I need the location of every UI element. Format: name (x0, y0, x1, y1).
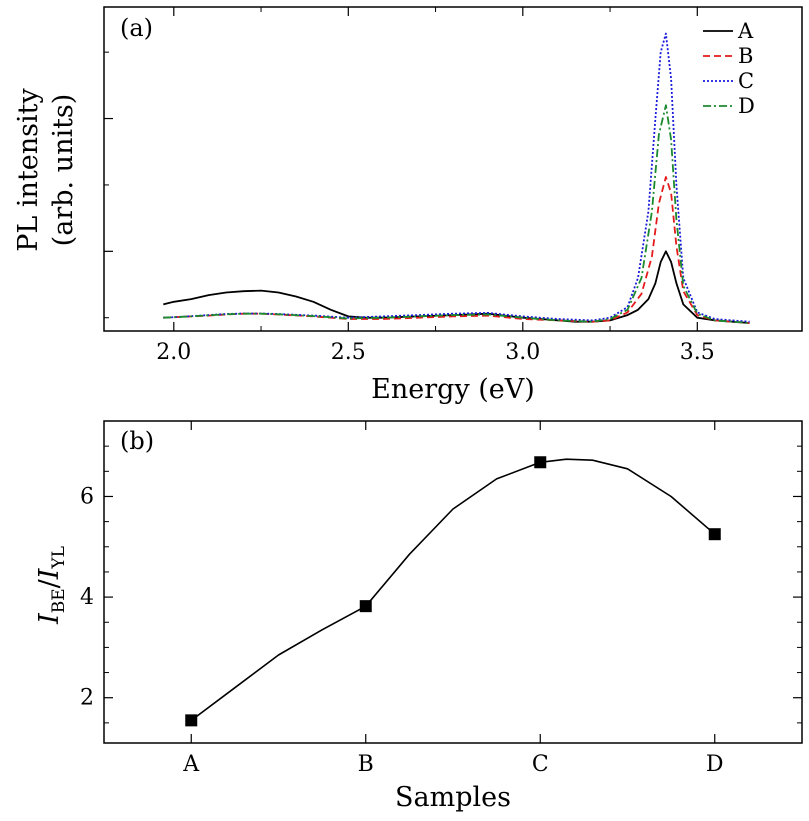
legend-label-A: A (737, 19, 754, 43)
x-tick-label-b: A (182, 752, 200, 777)
x-tick-label-a: 3.0 (505, 340, 540, 365)
series-line-D (163, 104, 750, 324)
x-tick-label-b: D (706, 752, 724, 777)
y-tick-label-b: 2 (80, 686, 94, 711)
plot-frame-a (103, 6, 803, 332)
data-point-D (708, 528, 721, 541)
x-tick-label-a: 2.0 (156, 340, 191, 365)
series-line-B (163, 176, 750, 324)
x-axis-label-a: Energy (eV) (371, 374, 535, 405)
panel-label-a: (a) (120, 14, 153, 42)
x-tick-label-b: B (358, 752, 374, 777)
x-tick-label-a: 3.5 (680, 340, 715, 365)
data-points-b (185, 456, 721, 727)
x-ticks-a: 2.0 2.5 3.0 3.5 (104, 7, 715, 365)
series-line-A (163, 250, 750, 324)
y-axis-label-a-line2: (arb. units) (48, 94, 79, 247)
series-group-a (163, 32, 750, 324)
data-point-B (359, 600, 372, 613)
y-label-i1: I (34, 612, 65, 625)
legend-label-D: D (738, 94, 755, 118)
fit-curve-group-b (190, 458, 716, 722)
fit-curve (190, 458, 716, 722)
data-point-C (534, 456, 547, 469)
y-label-sub2: YL (49, 546, 69, 570)
plot-frame-b (103, 420, 803, 744)
y-axis-label-b: IBE/IYL (34, 546, 69, 625)
x-axis-label-b: Samples (395, 782, 511, 813)
y-label-slash: / (34, 578, 65, 588)
data-point-A (185, 714, 198, 727)
x-tick-label-b: C (532, 752, 549, 777)
y-label-sub1: BE (49, 588, 69, 613)
y-tick-label-b: 6 (80, 484, 94, 509)
legend-label-B: B (738, 44, 753, 68)
x-tick-label-a: 2.5 (331, 340, 366, 365)
y-label-i2: I (34, 567, 65, 580)
y-axis-label-a-line1: PL intensity (13, 88, 44, 252)
y-tick-label-b: 4 (80, 585, 94, 610)
ticks-b: A B C D 2 4 6 (80, 420, 802, 777)
legend-label-C: C (738, 69, 754, 93)
panel-label-b: (b) (120, 427, 154, 455)
series-line-C (163, 32, 750, 323)
